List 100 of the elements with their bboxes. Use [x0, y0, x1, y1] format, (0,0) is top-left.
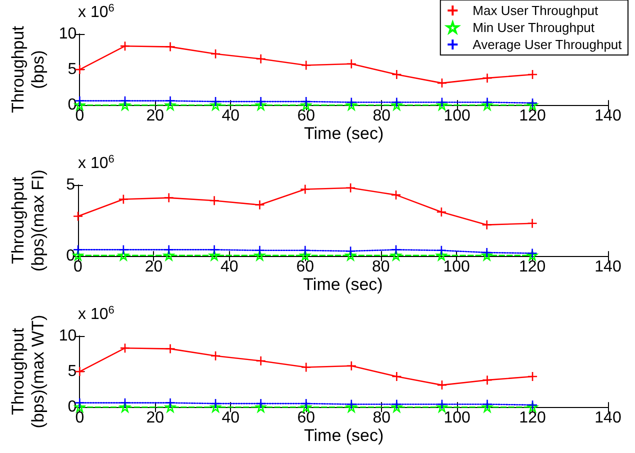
point — [164, 192, 174, 203]
y-tick-label: 5 — [66, 176, 76, 194]
point — [482, 247, 492, 258]
point — [436, 250, 447, 261]
x-tick-label: 40 — [222, 410, 240, 427]
x-tick-label: 140 — [594, 258, 622, 276]
point — [345, 250, 356, 261]
point — [345, 182, 356, 193]
point — [300, 96, 312, 107]
x-tick-label: 60 — [297, 410, 316, 427]
point — [527, 218, 538, 229]
point — [118, 250, 129, 261]
y-axis-title: Throughput (bps)(max WT) — [8, 314, 48, 428]
point — [392, 69, 402, 80]
point — [256, 402, 266, 412]
point — [118, 194, 129, 204]
point — [165, 344, 176, 354]
point — [210, 402, 221, 412]
point — [482, 374, 492, 386]
point — [164, 250, 174, 261]
x-tick-label: 80 — [372, 410, 391, 427]
x-tick-label: 120 — [518, 258, 546, 276]
point — [527, 248, 538, 258]
point — [436, 380, 448, 390]
point — [300, 362, 312, 372]
point — [527, 250, 538, 261]
x-tick-label: 60 — [297, 108, 316, 125]
point — [482, 220, 492, 230]
point — [390, 250, 402, 261]
point — [209, 195, 220, 206]
x-tick-label: 60 — [296, 258, 314, 276]
x-tick-label: 100 — [444, 108, 470, 125]
point — [165, 402, 176, 412]
point — [254, 250, 265, 261]
point — [254, 245, 265, 256]
y-axis-title: Throughput (bps)(max FI) — [8, 170, 48, 272]
point — [300, 60, 312, 70]
point — [256, 96, 266, 107]
point — [392, 399, 402, 410]
x-tick-label: 120 — [519, 108, 546, 125]
x-tick-label: 20 — [144, 258, 163, 276]
point — [346, 58, 357, 70]
point — [390, 190, 402, 200]
point — [165, 96, 176, 106]
point — [392, 97, 402, 108]
point — [390, 244, 402, 255]
x-tick-label: 40 — [222, 108, 240, 125]
point — [346, 97, 357, 108]
point — [120, 398, 130, 408]
x-tick-label: 40 — [220, 258, 238, 276]
point — [164, 244, 174, 255]
point — [300, 245, 310, 256]
point — [346, 100, 357, 110]
point — [210, 96, 221, 107]
point — [118, 244, 129, 255]
point — [345, 246, 356, 256]
point — [482, 97, 492, 108]
point — [392, 371, 402, 382]
x-axis-title: Time (sec) — [304, 124, 384, 143]
legend-label: Average User Throughput — [472, 37, 622, 52]
x-axis-title: Time (sec) — [303, 275, 383, 294]
point — [256, 54, 266, 64]
point — [436, 245, 447, 256]
point — [436, 206, 447, 218]
point — [300, 250, 310, 261]
point — [120, 96, 130, 106]
point — [165, 398, 176, 408]
point — [120, 100, 130, 110]
x-tick-label: 20 — [146, 108, 164, 125]
point — [210, 48, 221, 60]
point — [165, 42, 176, 52]
point — [120, 402, 130, 412]
point — [165, 100, 176, 110]
x-tick-label: 120 — [519, 410, 546, 427]
x-tick-label: 100 — [444, 410, 470, 427]
legend-label: Max User Throughput — [472, 3, 599, 18]
point — [256, 100, 266, 110]
point — [210, 100, 221, 110]
x-tick-label: 140 — [594, 410, 622, 427]
point — [436, 399, 448, 410]
point — [482, 72, 492, 84]
point — [346, 399, 357, 410]
point — [436, 78, 448, 88]
point — [72, 211, 84, 222]
x-tick-label: 140 — [594, 108, 622, 125]
point — [346, 402, 357, 412]
legend-label: Min User Throughput — [472, 20, 595, 35]
point — [210, 350, 221, 362]
point — [256, 398, 266, 409]
point — [256, 356, 266, 366]
x-tick-label: 20 — [146, 410, 164, 427]
point — [482, 250, 492, 261]
point — [436, 97, 448, 108]
point — [482, 399, 492, 410]
point — [254, 200, 265, 210]
y-axis-title: Throughput (bps) — [8, 26, 48, 114]
point — [209, 250, 220, 261]
y-tick-label: 10 — [58, 26, 77, 42]
point — [436, 100, 448, 110]
x-tick-label: 80 — [372, 108, 391, 125]
